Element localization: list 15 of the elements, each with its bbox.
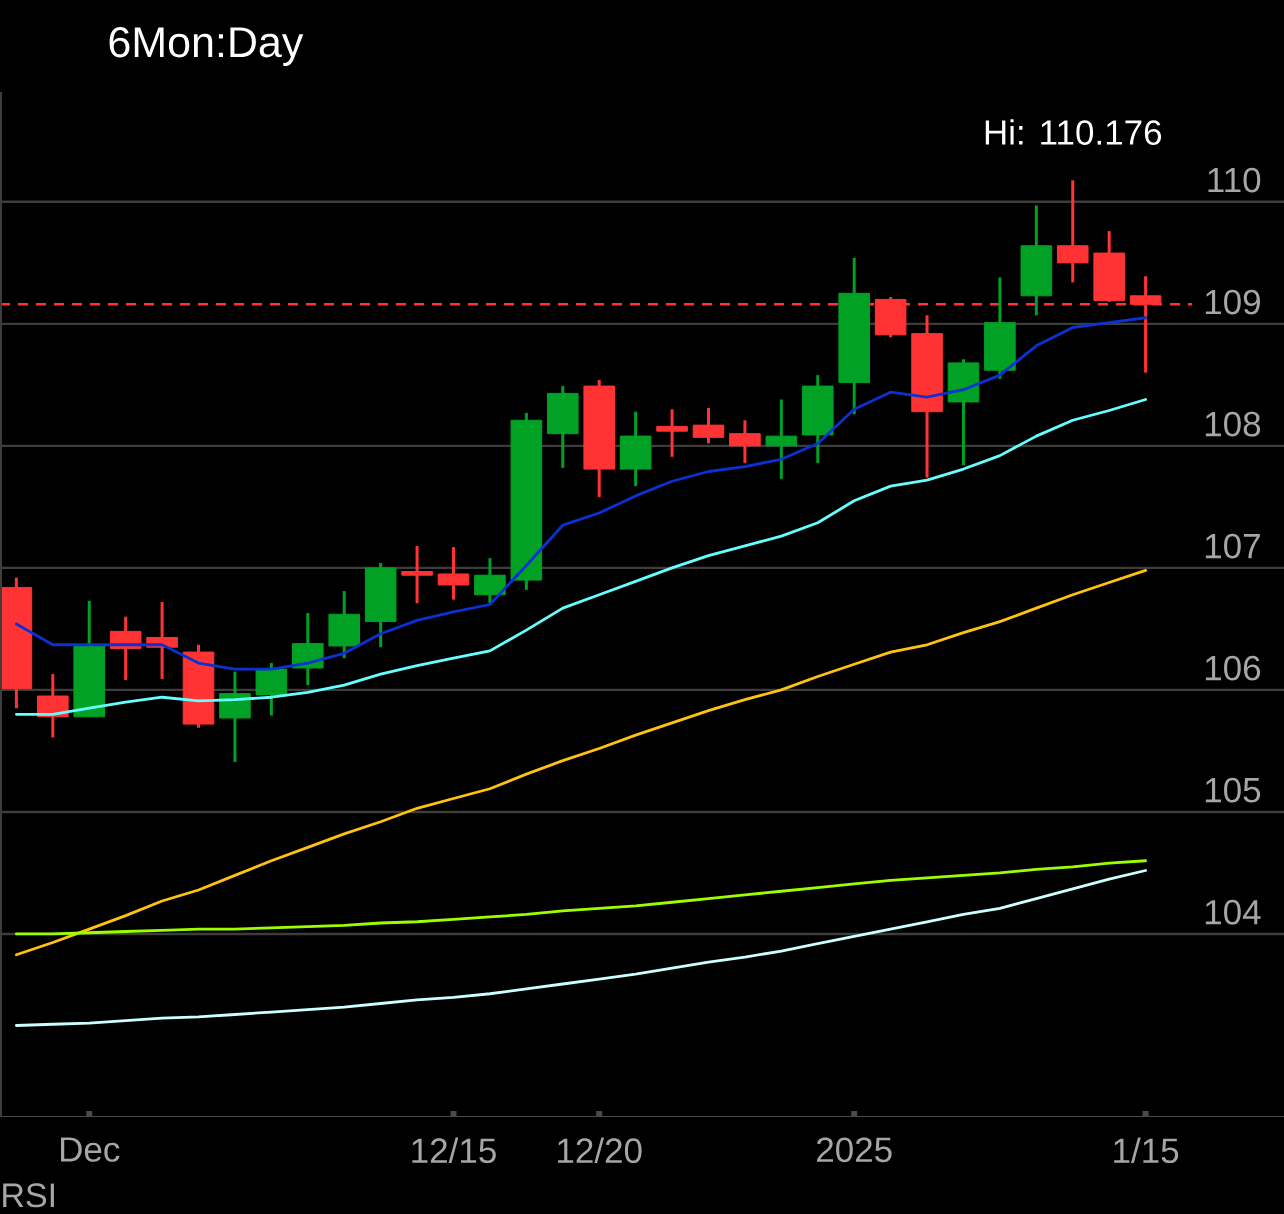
text: RSI xyxy=(3,1183,54,1208)
x-tick-label: 1/15 xyxy=(1114,1137,1179,1164)
y-tick-label: 107 xyxy=(1205,533,1260,559)
y-tick-label: 110 xyxy=(1208,167,1261,193)
y-tick-label: 108 xyxy=(1205,411,1261,437)
x-tick-label: Dec xyxy=(61,1137,120,1162)
x-tick-label: 12/20 xyxy=(558,1137,642,1164)
x-tick-label: 12/15 xyxy=(412,1137,496,1164)
x-tick-label: 2025 xyxy=(817,1137,892,1163)
y-tick-label: 109 xyxy=(1205,289,1260,315)
chart-title: 6Mon:Day xyxy=(109,26,304,66)
y-tick-label: 104 xyxy=(1205,899,1261,925)
y-tick-label: 105 xyxy=(1205,777,1261,803)
y-tick-label: 106 xyxy=(1205,655,1261,681)
annotation: Hi: 110.176 xyxy=(985,119,1162,145)
